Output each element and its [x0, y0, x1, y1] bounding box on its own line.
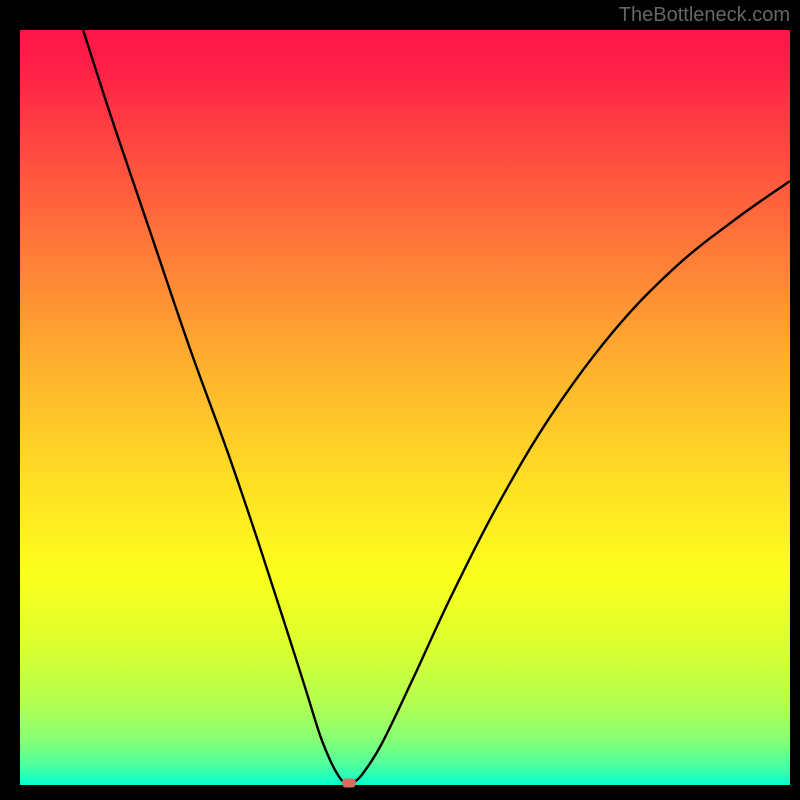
bottleneck-curve [20, 30, 790, 785]
watermark-text: TheBottleneck.com [619, 4, 790, 27]
optimal-point-marker [342, 778, 356, 787]
curve-right-branch [353, 181, 790, 783]
curve-left-branch [83, 30, 344, 783]
plot-area [20, 30, 790, 785]
